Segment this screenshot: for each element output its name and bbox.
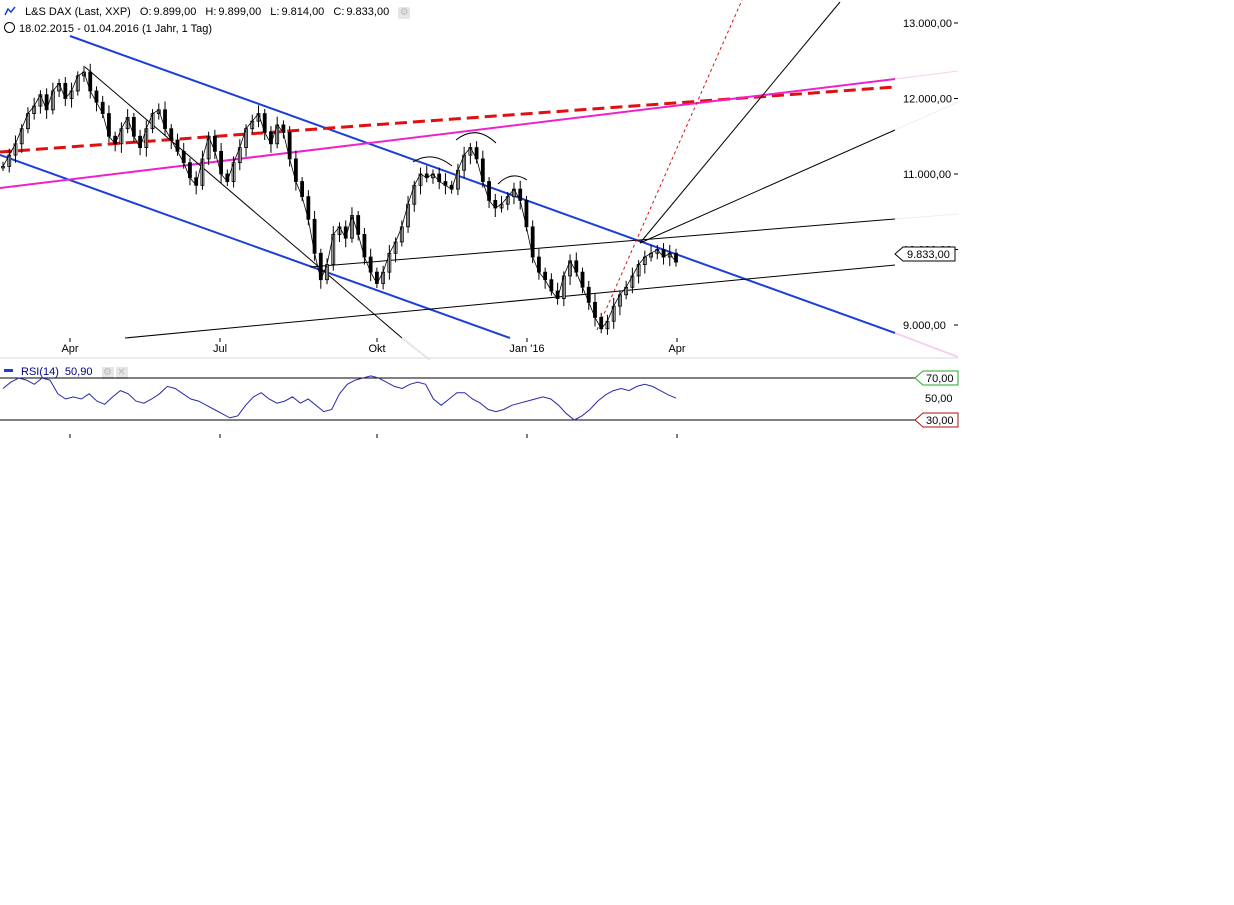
instrument-title: L&S DAX (Last, XXP)	[25, 6, 131, 18]
black-fan-line-2	[639, 129, 896, 244]
ohlc-open-value: 9.899,00	[153, 6, 197, 18]
rsi-series-line	[2, 375, 677, 421]
period-row: 18.02.2015 - 01.04.2016 (1 Jahr, 1 Tag)	[4, 21, 218, 36]
time-tick-label: Apr	[61, 343, 78, 355]
last-value-label: 9.833,00	[907, 249, 950, 261]
ohlc-high-label: H:	[205, 6, 217, 18]
rsi-level-badges: 70,00 50,00 30,00	[914, 370, 959, 428]
period-range: 18.02.2015 - 01.04.2016 (1 Jahr, 1 Tag)	[19, 23, 213, 35]
ohlc-close-label: C:	[333, 6, 345, 18]
price-close-line	[2, 71, 677, 330]
black-diagonal-line	[84, 66, 403, 339]
instrument-icon	[4, 6, 16, 16]
fan-line-3-extension	[894, 213, 959, 220]
lower-right-extension-line	[894, 332, 959, 358]
price-tick-label: 12.000,00	[903, 94, 952, 106]
time-tick-label: Okt	[368, 343, 385, 355]
blue-lower-channel-line	[0, 154, 511, 339]
ohlc-open-label: O:	[139, 6, 152, 18]
rsi-header: RSI(14) 50,90 ⚙ ✕	[4, 365, 134, 379]
rsi-close-icon[interactable]: ✕	[115, 367, 128, 379]
last-value-marker: 9.833,00	[894, 246, 956, 262]
ohlc-close-value: 9.833,00	[346, 6, 390, 18]
black-mid-support-line	[309, 218, 896, 268]
rsi-mid-label: 50,00	[925, 393, 953, 405]
price-tick-label: 11.000,00	[903, 169, 951, 181]
arc-annotation-1	[412, 156, 453, 167]
rsi-title: RSI(14)	[21, 366, 59, 378]
ohlc-low-value: 9.814,00	[281, 6, 325, 18]
clock-icon	[4, 22, 15, 33]
rsi-panel	[0, 375, 958, 421]
time-tick-label: Jan '16	[509, 343, 544, 355]
rsi-value: 50,90	[64, 366, 93, 378]
black-lower-support-line	[124, 264, 896, 339]
magenta-extension-line	[894, 70, 959, 80]
black-fan-line-1	[639, 1, 841, 244]
rsi-settings-icon[interactable]: ⚙	[101, 367, 114, 379]
rsi-upper-badge	[914, 370, 959, 386]
chart-header: L&S DAX (Last, XXP) O: 9.899,00 H: 9.899,0…	[4, 5, 416, 19]
red-dotted-line	[596, 0, 743, 331]
time-tick-label: Apr	[668, 343, 685, 355]
ohlc-high-value: 9.899,00	[218, 6, 262, 18]
time-tick-label: Jul	[213, 343, 227, 355]
price-tick-label: 9.000,00	[903, 320, 946, 332]
price-axis: 13.000,0012.000,0011.000,0010.000,009.00…	[903, 18, 958, 332]
rsi-legend-swatch	[4, 369, 13, 372]
price-tick-label: 13.000,00	[903, 18, 952, 30]
faint-diagonal-extension	[401, 337, 431, 361]
last-value-box	[894, 246, 956, 262]
magenta-trend-line	[0, 78, 896, 189]
arc-annotation-2	[455, 132, 497, 144]
price-candles	[1, 63, 678, 335]
rsi-lower-badge	[914, 412, 959, 428]
ohlc-low-label: L:	[270, 6, 280, 18]
arc-annotation-3	[497, 175, 528, 185]
rsi-upper-label: 70,00	[926, 373, 954, 385]
trendlines	[0, 0, 959, 361]
rsi-lower-label: 30,00	[926, 415, 954, 427]
fan-line-2-extension	[894, 101, 959, 131]
time-axis: Apr Jul Okt Jan '16 Apr	[61, 338, 686, 438]
settings-gear-icon[interactable]: ⚙	[398, 7, 411, 19]
